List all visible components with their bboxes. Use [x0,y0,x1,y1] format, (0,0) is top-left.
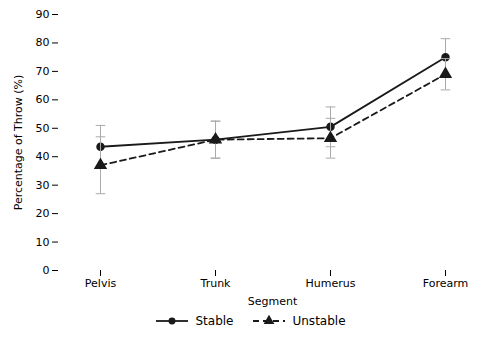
html-text:Unstable: Unstable [292,314,346,328]
svg-text:30: 30 [36,179,50,192]
svg-text:40: 40 [36,150,50,163]
svg-text:Percentage of Throw (%): Percentage of Throw (%) [12,75,25,211]
svg-text:Trunk: Trunk [200,277,232,290]
html-text:Stable: Stable [195,314,234,328]
svg-text:Forearm: Forearm [423,277,469,290]
svg-text:Pelvis: Pelvis [85,277,117,290]
svg-text:90: 90 [36,8,50,21]
svg-text:0: 0 [43,264,50,277]
svg-text:80: 80 [36,36,50,49]
svg-text:Humerus: Humerus [306,277,356,290]
svg-text:50: 50 [36,122,50,135]
svg-text:10: 10 [36,236,50,249]
svg-text:Segment: Segment [248,295,298,308]
svg-text:20: 20 [36,207,50,220]
svg-text:70: 70 [36,65,50,78]
svg-text:60: 60 [36,93,50,106]
